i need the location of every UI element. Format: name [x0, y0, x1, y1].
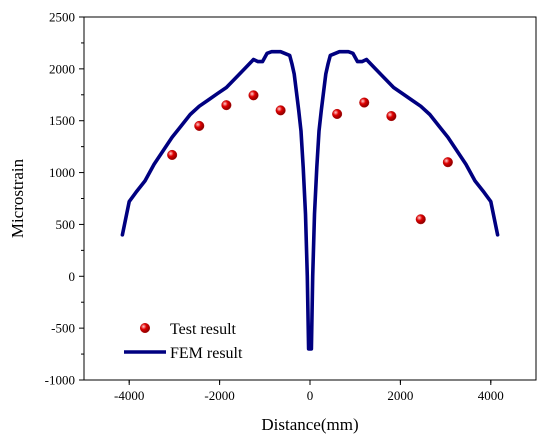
test-result-point — [167, 149, 178, 160]
series-layer — [120, 49, 500, 351]
x-axis-ticks: -4000 -2000 0 2000 4000 — [114, 380, 504, 403]
plot-frame — [83, 16, 537, 381]
x-axis-title: Distance(mm) — [261, 415, 358, 434]
y-tick-label: 2000 — [49, 61, 75, 76]
x-tick-label: 2000 — [387, 388, 413, 403]
y-tick-label: -1000 — [45, 373, 75, 388]
y-axis-title: Microstrain — [8, 158, 27, 238]
y-tick-label: 1500 — [49, 113, 75, 128]
x-tick-label: -4000 — [114, 388, 144, 403]
test-result-point — [386, 111, 397, 122]
legend: Test result FEM result — [124, 321, 243, 362]
test-result-point — [332, 108, 343, 119]
legend-test-symbol — [139, 323, 150, 334]
y-tick-label: 0 — [69, 269, 76, 284]
legend-label-fem-result: FEM result — [170, 345, 243, 362]
plot-border — [83, 16, 537, 381]
fem-result-line — [120, 49, 500, 351]
test-result-point — [442, 157, 453, 168]
y-tick-label: -500 — [51, 321, 75, 336]
x-tick-label: 4000 — [478, 388, 504, 403]
y-axis-ticks: -1000 -500 0 500 1000 1500 2000 2500 — [45, 10, 84, 388]
test-result-point — [248, 90, 259, 101]
y-tick-label: 1000 — [49, 165, 75, 180]
test-result-point — [221, 100, 232, 111]
test-result-point — [415, 214, 426, 225]
x-tick-label: 0 — [307, 388, 314, 403]
legend-label-test-result: Test result — [170, 321, 237, 338]
legend-marker-test-result — [139, 323, 150, 334]
test-result-point — [194, 120, 205, 131]
x-tick-label: -2000 — [204, 388, 234, 403]
test-result-point — [359, 97, 370, 108]
test-result-point — [275, 105, 286, 116]
y-tick-label: 500 — [56, 217, 76, 232]
y-tick-label: 2500 — [49, 10, 75, 25]
